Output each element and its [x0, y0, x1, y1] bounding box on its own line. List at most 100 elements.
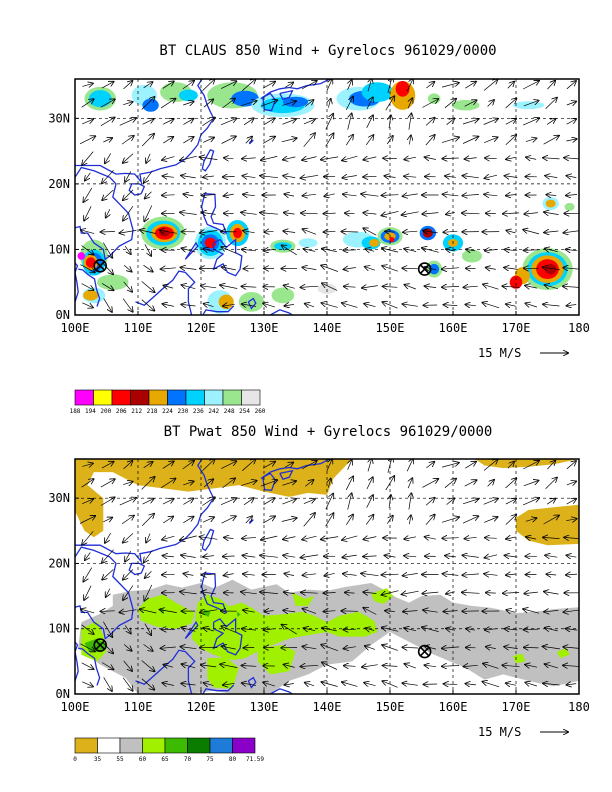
- wind-arrow: [184, 194, 194, 196]
- panel2-map: 100E 110E 120E 130E 140E 150E 160E 170E 180 0N 10N…: [48, 458, 590, 714]
- wind-arrow: [102, 549, 114, 563]
- wind-arrow: [202, 459, 215, 471]
- gyre-marker: [93, 638, 107, 652]
- colorbar-swatch: [142, 737, 166, 754]
- colorbar-swatch: [185, 389, 205, 406]
- x-tick-label: 160E: [439, 700, 468, 714]
- wind-arrow: [106, 209, 110, 217]
- wind-arrow: [241, 212, 257, 214]
- wind-arrow: [200, 610, 218, 613]
- coastline: [201, 528, 215, 552]
- wind-arrow: [123, 533, 134, 542]
- wind-arrow: [462, 499, 478, 505]
- colorbar-swatch: [209, 737, 233, 754]
- colorbar-label: 194: [85, 408, 96, 415]
- wind-arrow: [484, 574, 498, 576]
- wind-arrow: [183, 481, 193, 485]
- wind-arrow: [103, 138, 112, 142]
- wind-arrow: [102, 262, 113, 275]
- x-tick-label: 120E: [187, 700, 216, 714]
- wind-arrow: [162, 81, 174, 89]
- colorbar-label: 0: [73, 756, 77, 763]
- wind-arrow: [505, 515, 516, 525]
- wind-arrow: [302, 647, 317, 649]
- wind-arrow: [204, 683, 214, 686]
- wind-arrow: [101, 283, 113, 290]
- wind-arrow: [404, 176, 417, 177]
- wind-arrow: [223, 683, 235, 685]
- coastline: [78, 268, 101, 307]
- wind-arrow: [260, 480, 278, 487]
- wind-arrow: [282, 499, 296, 505]
- wind-arrow: [462, 119, 478, 125]
- wind-arrow: [344, 647, 356, 649]
- wind-arrow: [485, 158, 497, 159]
- wind-arrow: [485, 629, 497, 630]
- wind-arrow: [422, 248, 439, 253]
- wind-arrow: [301, 665, 319, 666]
- wind-arrow: [202, 118, 214, 126]
- wind-arrow: [366, 628, 375, 630]
- coastline: [279, 469, 294, 480]
- x-tick-label: 130E: [250, 700, 279, 714]
- wind-arrow: [464, 665, 478, 666]
- wind-arrow: [364, 683, 376, 686]
- wind-arrow: [525, 665, 538, 668]
- colorbar-label: 242: [208, 408, 219, 415]
- wind-arrow: [182, 248, 196, 252]
- wind-arrow: [507, 462, 514, 469]
- wind-arrow: [422, 99, 438, 108]
- wind-arrow: [342, 535, 358, 540]
- wind-arrow: [240, 101, 257, 107]
- wind-arrow: [84, 585, 92, 600]
- wind-arrow: [82, 119, 93, 125]
- wind-arrow: [143, 462, 153, 469]
- wind-arrow: [543, 136, 559, 145]
- wind-arrow: [566, 249, 578, 250]
- wind-arrow: [547, 81, 555, 90]
- wind-arrow: [301, 592, 318, 593]
- wind-arrow: [409, 136, 411, 145]
- wind-arrow: [483, 79, 498, 91]
- wind-arrow: [348, 80, 352, 90]
- wind-arrow: [141, 477, 155, 490]
- wind-arrow: [483, 517, 497, 523]
- wind-arrow: [382, 248, 399, 253]
- wind-arrow: [119, 498, 136, 506]
- wind-arrow: [221, 136, 236, 144]
- wind-arrow: [103, 298, 112, 312]
- wind-arrow: [141, 678, 155, 690]
- wind-arrow: [382, 195, 399, 196]
- wind-arrow: [202, 212, 216, 214]
- wind-arrow: [146, 533, 150, 543]
- wind-arrow: [343, 194, 357, 196]
- wind-arrow: [183, 137, 193, 144]
- wind-arrow: [402, 683, 418, 685]
- wind-arrow: [83, 187, 93, 202]
- wind-arrow: [200, 537, 218, 540]
- wind-arrow: [285, 684, 294, 686]
- wind-arrow: [505, 98, 517, 109]
- wind-arrow: [545, 664, 558, 668]
- wind-arrow: [441, 137, 459, 143]
- wind-arrow: [404, 249, 417, 252]
- cloud-blob: [395, 80, 410, 97]
- panel1-ref-label: 15 M/S: [478, 346, 521, 360]
- wind-arrow: [180, 535, 197, 540]
- y-tick-label: 10N: [48, 242, 70, 256]
- colorbar-label: 60: [139, 756, 147, 763]
- wind-arrow: [221, 81, 236, 89]
- wind-arrow: [322, 628, 337, 631]
- wind-arrow: [263, 303, 276, 307]
- wind-arrow: [566, 461, 576, 470]
- wind-arrow: [283, 157, 296, 160]
- wind-arrow: [504, 647, 518, 649]
- wind-arrow: [546, 195, 557, 196]
- wind-arrow: [222, 99, 235, 109]
- x-tick-label: 150E: [376, 700, 405, 714]
- wind-arrow: [180, 212, 197, 214]
- wind-arrow: [200, 230, 218, 233]
- wind-arrow: [464, 100, 477, 107]
- wind-arrow: [282, 245, 297, 256]
- wind-arrow: [361, 573, 379, 575]
